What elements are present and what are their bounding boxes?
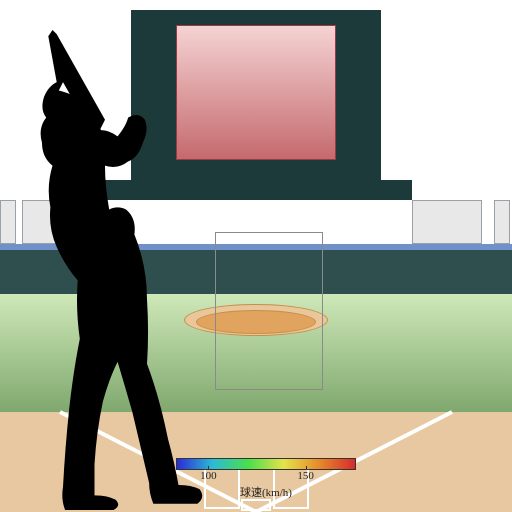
legend-gradient-bar	[176, 458, 356, 470]
strike-zone	[215, 232, 323, 390]
batter-silhouette-icon	[0, 30, 210, 510]
legend-title: 球速(km/h)	[176, 484, 356, 500]
legend-tick: 150	[297, 470, 314, 482]
pitch-location-chart: 100 150 球速(km/h)	[0, 0, 512, 512]
speed-legend: 100 150 球速(km/h)	[176, 458, 356, 500]
legend-tick: 100	[200, 470, 217, 482]
legend-ticks: 100 150	[176, 470, 356, 484]
